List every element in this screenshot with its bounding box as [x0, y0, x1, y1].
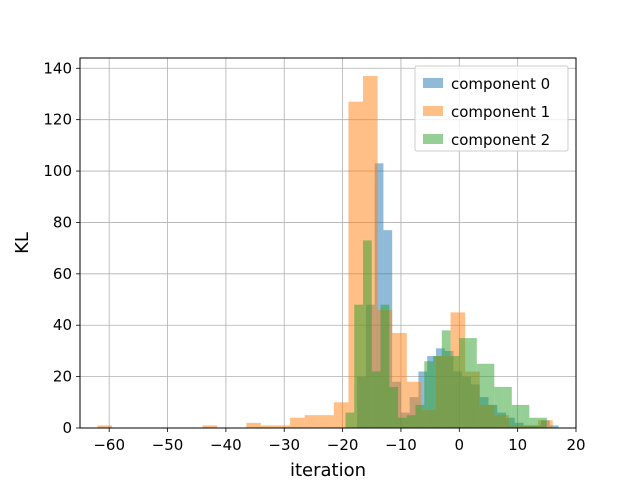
legend: component 0 component 1 component 2 — [414, 65, 569, 152]
legend-swatch — [423, 78, 443, 88]
legend-box — [414, 65, 569, 152]
histogram-bar — [374, 163, 384, 428]
axis-ticks: −60 −50 −40 −30 −20 −10 0 10 20 0 20 40 60 80 100 120 14… — [43, 59, 585, 454]
histogram-bar — [202, 425, 218, 428]
x-tick-label: −40 — [210, 436, 242, 454]
histogram-bar — [333, 402, 349, 428]
y-tick-label: 20 — [53, 368, 72, 386]
y-tick-label: 80 — [53, 213, 72, 231]
x-tick-label: 20 — [566, 436, 585, 454]
histogram-bar — [354, 304, 364, 428]
histogram-bar — [529, 417, 539, 428]
legend-label: component 0 — [451, 75, 550, 93]
x-tick-label: −30 — [268, 436, 300, 454]
y-tick-label: 120 — [43, 111, 72, 129]
y-tick-label: 40 — [53, 316, 72, 334]
histogram-bar — [260, 425, 276, 428]
histogram-bar — [441, 330, 451, 428]
histogram-bar — [450, 356, 460, 428]
y-axis-label: KL — [12, 232, 33, 254]
histogram-bar — [97, 425, 113, 428]
histogram-bar — [468, 338, 477, 428]
histogram-bar — [424, 361, 434, 428]
histogram-bar — [433, 356, 442, 428]
histogram-bar — [290, 417, 305, 428]
x-tick-label: −50 — [152, 436, 184, 454]
histogram-bar — [503, 386, 512, 428]
histogram-bar — [415, 404, 425, 428]
histogram-bar — [275, 425, 291, 428]
histogram-bar — [304, 415, 320, 428]
histogram-bar — [345, 412, 355, 428]
histogram-bar — [389, 386, 399, 428]
y-tick-label: 0 — [62, 419, 72, 437]
x-tick-label: 10 — [508, 436, 527, 454]
histogram-bar — [418, 371, 428, 428]
histogram-bar — [511, 404, 521, 428]
y-tick-label: 60 — [53, 265, 72, 283]
histogram-bar — [494, 386, 504, 428]
x-tick-label: −60 — [93, 436, 125, 454]
histogram-bar — [485, 363, 495, 428]
histogram-bar — [363, 240, 372, 428]
grid-lines — [80, 58, 577, 429]
legend-label: component 1 — [451, 103, 550, 121]
histogram-bar — [406, 415, 416, 428]
histogram-bar — [459, 338, 469, 428]
histogram-bar — [319, 415, 334, 428]
x-axis-label: iteration — [290, 460, 366, 480]
legend-label: component 2 — [451, 131, 550, 149]
legend-swatch — [423, 106, 443, 116]
histogram-bar — [549, 425, 559, 428]
y-tick-label: 100 — [43, 162, 72, 180]
series-2-bars — [345, 240, 547, 428]
histogram-bar — [380, 304, 390, 428]
histogram-bar — [398, 417, 407, 428]
histogram-bar — [538, 417, 547, 428]
x-tick-label: −20 — [327, 436, 359, 454]
histogram-bar — [476, 363, 486, 428]
histogram-bar — [371, 371, 381, 428]
y-tick-label: 140 — [43, 59, 72, 77]
histogram-bar — [520, 404, 530, 428]
axes-frame — [79, 57, 577, 429]
legend-swatch — [423, 134, 443, 144]
x-tick-label: 0 — [455, 436, 465, 454]
x-tick-label: −10 — [385, 436, 417, 454]
histogram-bars — [97, 75, 559, 429]
histogram-bar — [246, 422, 261, 428]
